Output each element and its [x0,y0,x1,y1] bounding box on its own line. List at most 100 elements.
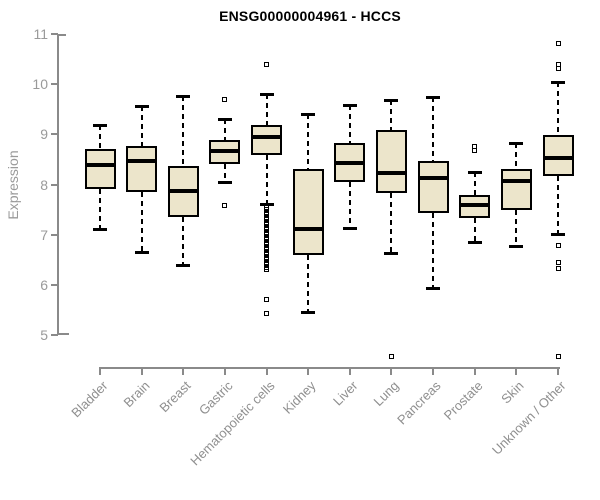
upper-whisker-liver [348,105,351,144]
box-skin [500,169,532,210]
outlier-hematopoietic-cells [264,204,270,210]
y-tick [51,183,58,186]
y-tick [51,33,58,35]
upper-whisker-gastric [223,119,226,141]
x-tick-bladder [99,367,101,375]
upper-whisker-bladder [99,125,101,150]
median-pancreas [417,176,449,181]
x-tick-unknown-other [557,367,560,375]
lower-whisker-pancreas [432,212,435,288]
median-gastric [209,149,241,154]
outlier-gastric [222,203,228,209]
outlier-unknown-other [555,243,561,249]
lower-whisker-cap-unknown-other [551,232,566,236]
y-tick-label: 7 [40,226,48,243]
outlier-hematopoietic-cells [264,222,270,228]
x-tick-hematopoietic-cells [265,367,268,375]
lower-whisker-skin [515,209,518,246]
outlier-hematopoietic-cells [264,297,270,303]
outlier-hematopoietic-cells [264,310,270,316]
outlier-hematopoietic-cells [264,209,270,215]
outlier-unknown-other [555,260,561,266]
lower-whisker-gastric [223,164,226,182]
lower-whisker-cap-prostate [467,240,482,244]
y-tick [51,283,58,286]
outlier-hematopoietic-cells [264,214,270,220]
outlier-hematopoietic-cells [264,227,270,233]
upper-whisker-cap-bladder [93,124,107,128]
x-tick-pancreas [432,367,435,375]
y-tick-label: 9 [40,126,48,143]
x-tick-kidney [307,367,310,375]
box-kidney [292,169,324,255]
outlier-hematopoietic-cells [264,259,270,265]
outlier-hematopoietic-cells [264,252,270,258]
outlier-prostate [472,147,478,153]
upper-whisker-cap-prostate [467,171,482,175]
y-tick-label: 10 [32,76,48,93]
lower-whisker-cap-gastric [217,180,232,184]
outlier-hematopoietic-cells [264,264,270,270]
upper-whisker-prostate [473,172,476,195]
lower-whisker-cap-lung [384,251,399,255]
upper-whisker-kidney [307,114,310,170]
median-lung [375,171,407,176]
box-unknown-other [542,135,574,177]
outlier-hematopoietic-cells [264,217,270,223]
upper-whisker-cap-unknown-other [551,81,566,85]
upper-whisker-cap-skin [509,142,524,146]
lower-whisker-bladder [99,188,101,229]
x-tick-breast [182,367,185,375]
median-kidney [292,226,324,231]
outlier-unknown-other [555,353,561,359]
lower-whisker-prostate [473,217,476,242]
lower-whisker-hematopoietic-cells [265,155,268,204]
upper-whisker-skin [515,143,518,170]
upper-whisker-cap-liver [342,104,357,108]
upper-whisker-cap-brain [134,105,149,109]
median-brain [126,159,158,164]
upper-whisker-hematopoietic-cells [265,94,268,126]
outlier-hematopoietic-cells [264,237,270,243]
lower-whisker-cap-skin [509,244,524,248]
lower-whisker-kidney [307,254,310,312]
outlier-hematopoietic-cells [264,61,270,67]
median-hematopoietic-cells [251,134,283,139]
outlier-hematopoietic-cells [264,267,270,273]
lower-whisker-lung [390,192,393,253]
median-breast [167,188,199,193]
y-tick [51,233,58,236]
lower-whisker-brain [140,191,143,253]
outlier-hematopoietic-cells [264,232,270,238]
median-bladder [84,163,116,168]
median-unknown-other [542,156,574,161]
box-bladder [84,149,116,189]
lower-whisker-unknown-other [557,176,560,234]
lower-whisker-cap-bladder [93,227,107,231]
lower-whisker-cap-liver [342,226,357,230]
lower-whisker-liver [348,182,351,228]
upper-whisker-cap-breast [176,95,191,99]
upper-whisker-breast [182,96,185,167]
x-tick-lung [390,367,393,375]
box-hematopoietic-cells [251,125,283,156]
outlier-unknown-other [555,265,561,271]
x-tick-prostate [473,367,476,375]
lower-whisker-cap-hematopoietic-cells [259,202,274,206]
y-tick-label: 11 [33,26,48,42]
upper-whisker-cap-hematopoietic-cells [259,93,274,97]
y-tick [51,83,58,86]
y-axis-bottom-cap [57,333,69,335]
outlier-hematopoietic-cells [264,254,270,260]
y-axis-line [57,34,59,335]
x-tick-skin [515,367,518,375]
x-tick-brain [140,367,143,375]
outlier-hematopoietic-cells [264,242,270,248]
lower-whisker-cap-pancreas [426,286,441,290]
lower-whisker-cap-breast [176,263,191,267]
median-liver [334,161,366,166]
upper-whisker-unknown-other [557,82,560,136]
upper-whisker-cap-kidney [301,113,316,117]
upper-whisker-lung [390,100,393,131]
y-tick-label: 6 [40,276,48,293]
